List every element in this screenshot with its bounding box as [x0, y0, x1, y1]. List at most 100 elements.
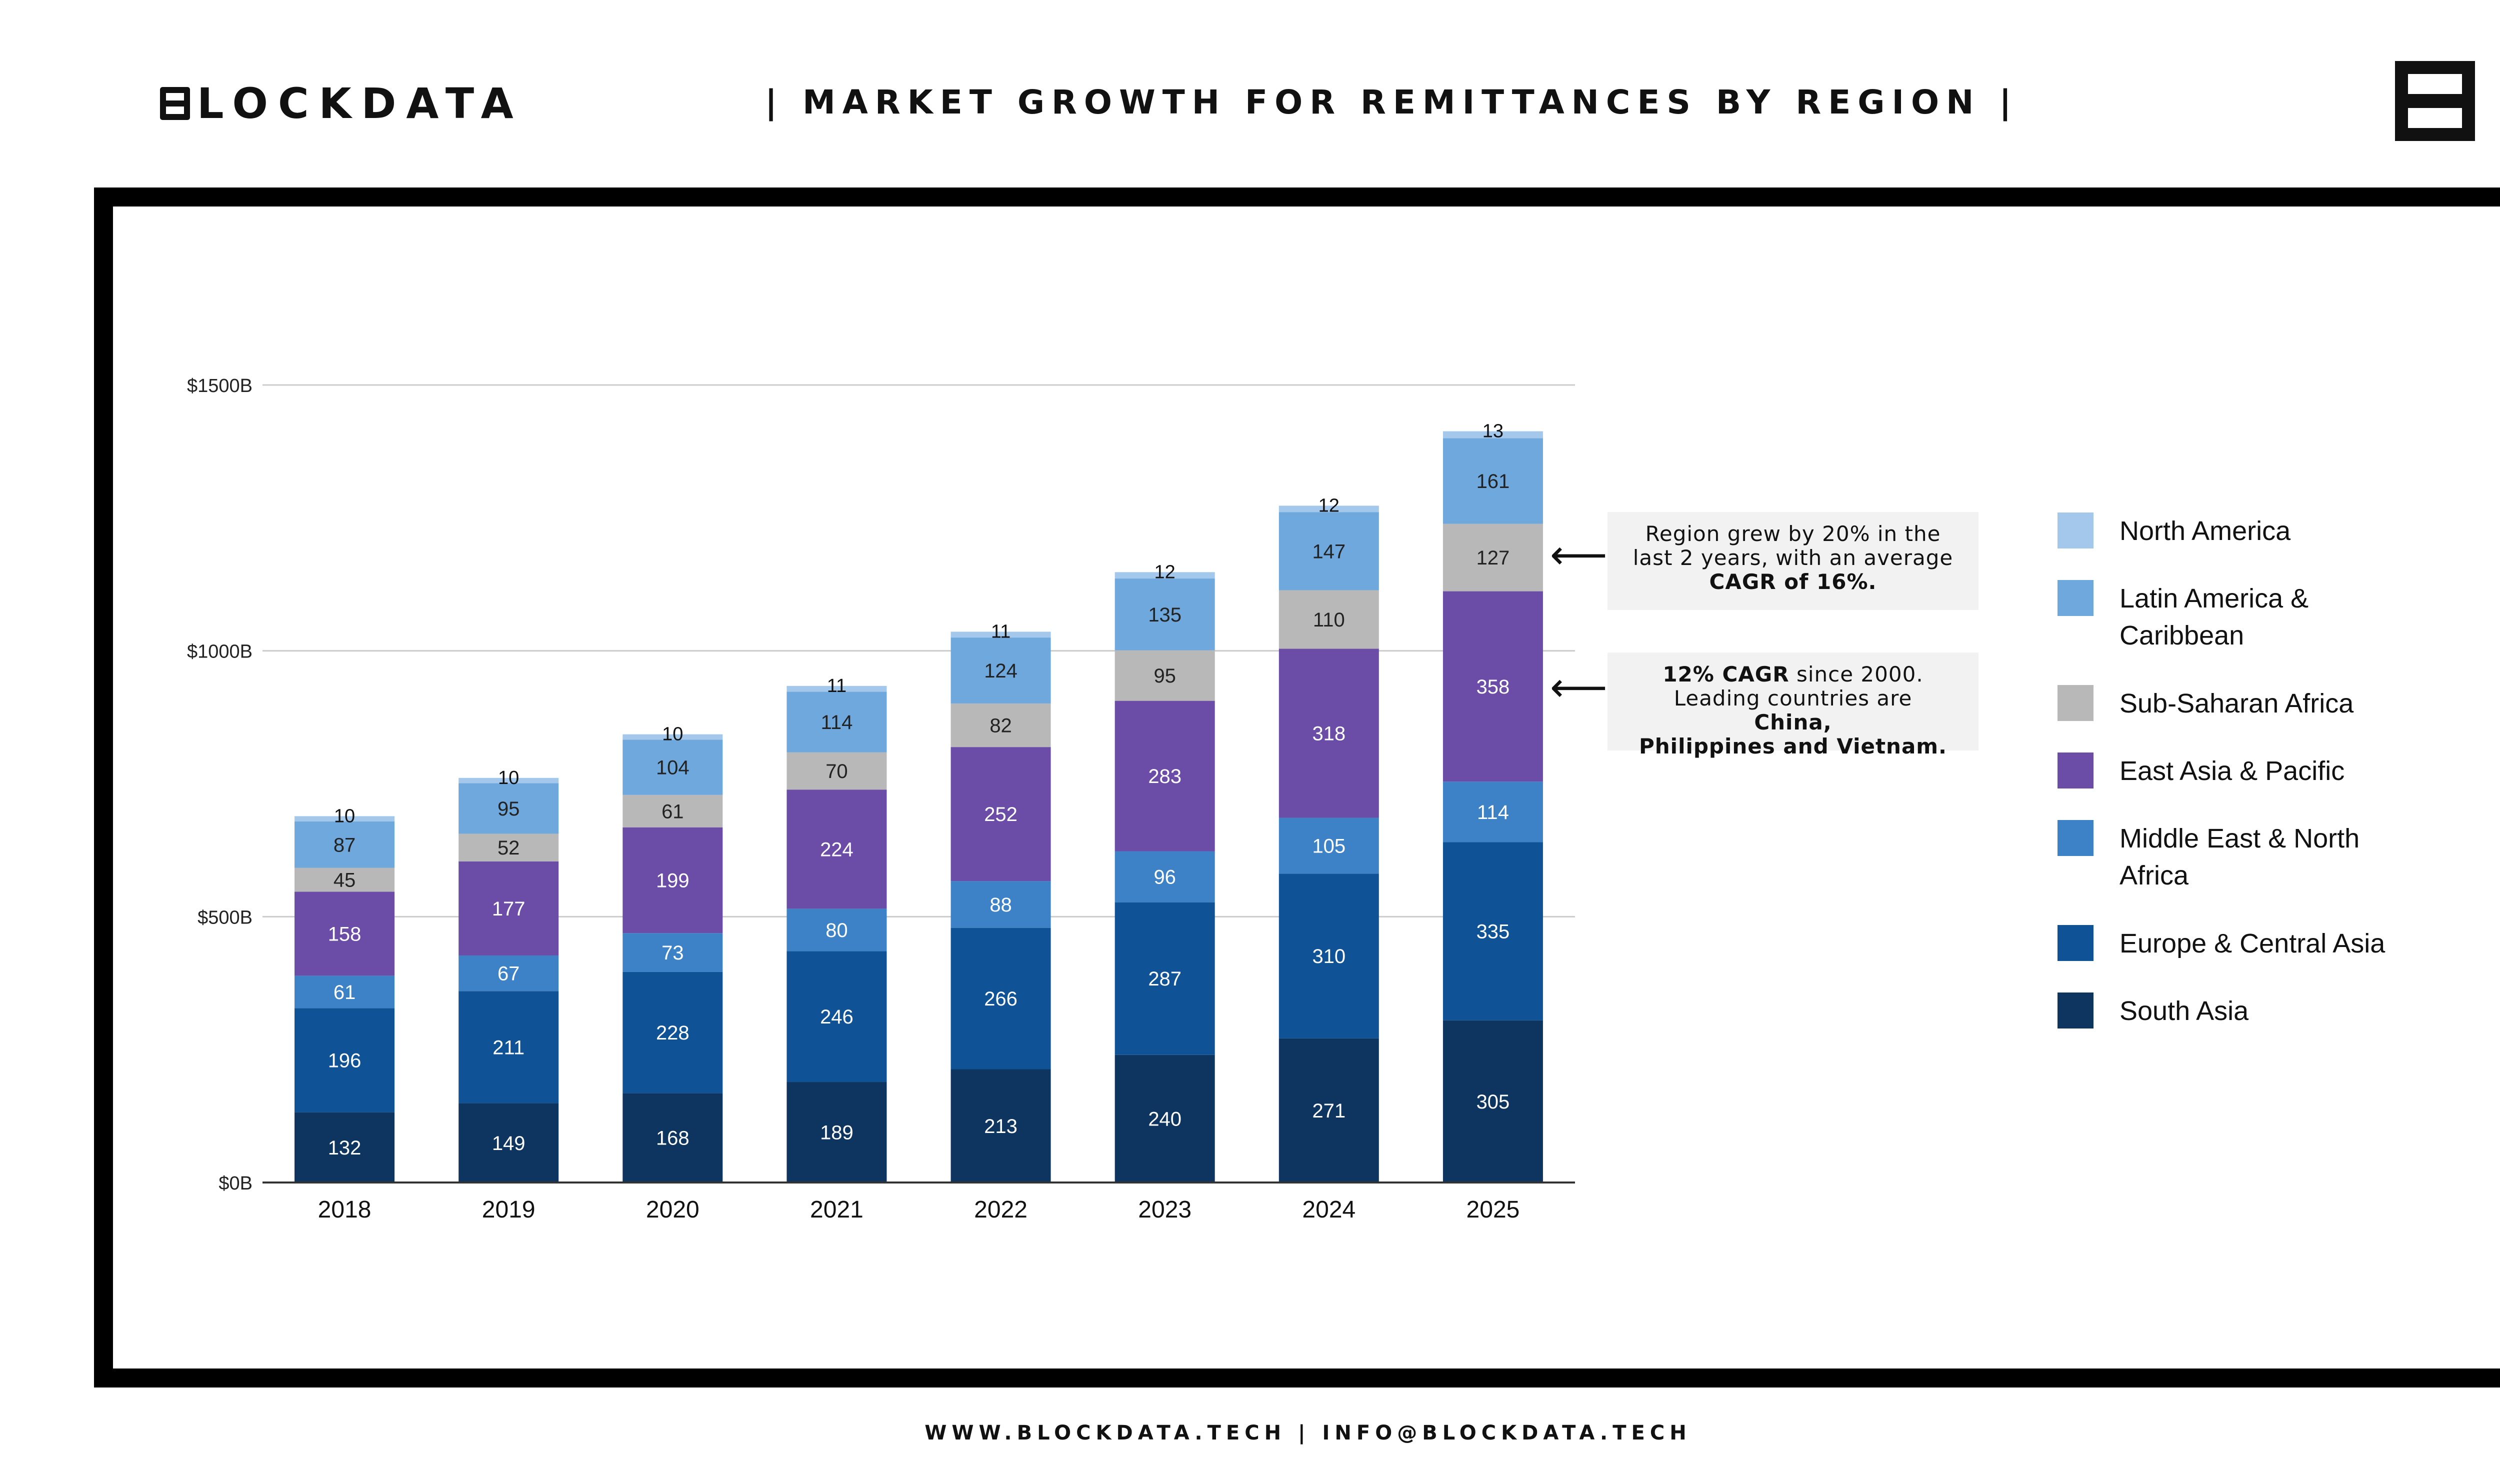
brand-logo[interactable]: LOCKDATA — [160, 82, 524, 124]
data-label: 199 — [656, 870, 690, 892]
bar-segment — [622, 972, 723, 1094]
legend-label: Latin America & Caribbean — [2120, 584, 2309, 650]
data-label: 224 — [820, 838, 854, 860]
data-label: 105 — [1312, 835, 1346, 857]
legend-swatch — [2058, 820, 2094, 856]
data-label: 61 — [662, 800, 684, 822]
data-label: 114 — [1477, 802, 1509, 824]
data-label: 10 — [498, 768, 519, 788]
data-label: 11 — [827, 676, 846, 696]
bar-segment — [786, 692, 887, 752]
bar-segment — [786, 686, 887, 692]
annotation-east-asia: 12% CAGR since 2000. Leading countries ar… — [1608, 652, 1978, 758]
x-tick-label: 2024 — [1302, 1196, 1356, 1223]
bar-segment — [1278, 818, 1379, 874]
legend-swatch — [2058, 992, 2094, 1028]
data-label: 67 — [498, 963, 520, 985]
footer-contact: WWW.BLOCKDATA.TECH | INFO@BLOCKDATA.TECH — [924, 1422, 1692, 1444]
data-label: 177 — [492, 898, 526, 920]
data-label: 147 — [1312, 540, 1346, 562]
y-tick-label: $0B — [218, 1173, 252, 1194]
bar-segment — [458, 783, 559, 834]
blockdata-mark-icon — [2395, 61, 2475, 141]
bar-segment — [950, 703, 1051, 748]
data-label: 196 — [328, 1050, 362, 1072]
y-tick-label: $500B — [198, 907, 252, 928]
data-label: 252 — [984, 804, 1018, 826]
data-label: 87 — [334, 834, 356, 856]
bar-segment — [786, 908, 887, 952]
data-label: 335 — [1476, 921, 1510, 943]
annotation-text: Region grew by 20% in the — [1645, 522, 1941, 546]
bar-segment — [458, 861, 559, 956]
data-label: 168 — [656, 1128, 690, 1150]
legend-item: Middle East & North Africa — [2058, 820, 2418, 894]
data-label: 110 — [1313, 609, 1345, 631]
logo-b-icon — [160, 87, 190, 120]
bar-segment — [294, 816, 395, 822]
bar-segment — [1442, 591, 1543, 782]
bar-segment — [1114, 902, 1215, 1055]
data-label: 124 — [984, 660, 1018, 682]
bar-segment — [786, 1082, 887, 1182]
bar-segment — [950, 1069, 1051, 1182]
annotation-latin-america: Region grew by 20% in the last 2 years, w… — [1608, 512, 1978, 610]
x-tick-label: 2023 — [1138, 1196, 1192, 1223]
bar-segment — [1114, 700, 1215, 852]
annotation-text: 12% CAGR — [1662, 662, 1790, 686]
data-label: 283 — [1148, 766, 1182, 788]
data-label: 10 — [662, 724, 683, 745]
legend-item: Europe & Central Asia — [2058, 925, 2418, 962]
data-label: 12 — [1154, 562, 1176, 582]
data-label: 95 — [498, 798, 520, 820]
bar-segment — [622, 740, 723, 795]
data-label: 228 — [656, 1022, 690, 1044]
bar-segment — [458, 955, 559, 992]
data-label: 158 — [328, 923, 362, 945]
annotation-text: Philippines and Vietnam. — [1638, 734, 1948, 758]
bar-segment — [1278, 1038, 1379, 1182]
annotation-arrow-icon: ⟵ — [1550, 532, 1608, 578]
data-label: 132 — [328, 1137, 362, 1159]
data-label: 88 — [990, 894, 1012, 916]
data-label: 80 — [826, 920, 848, 942]
bar-segment — [786, 790, 887, 909]
x-tick-label: 2025 — [1466, 1196, 1520, 1223]
bar-segment — [294, 1112, 395, 1182]
bar-segment — [1114, 572, 1215, 579]
bar-segment — [950, 747, 1051, 882]
legend-swatch — [2058, 512, 2094, 548]
data-label: 52 — [498, 837, 520, 859]
data-label: 213 — [984, 1116, 1018, 1138]
logo-text: LOCKDATA — [197, 79, 524, 128]
y-tick-label: $1500B — [187, 376, 252, 396]
data-label: 287 — [1148, 968, 1182, 990]
bar-segment — [622, 734, 723, 740]
header: LOCKDATA | MARKET GROWTH FOR REMITTANCES… — [0, 0, 2500, 180]
data-label: 104 — [656, 757, 690, 779]
legend-label: Europe & Central Asia — [2120, 928, 2386, 958]
bar-segment — [1442, 431, 1543, 438]
bar-segment — [1278, 506, 1379, 512]
data-label: 358 — [1476, 676, 1510, 698]
bar-segment — [1442, 782, 1543, 842]
legend-item: Latin America & Caribbean — [2058, 580, 2418, 654]
legend-label: East Asia & Pacific — [2120, 756, 2345, 786]
x-tick-label: 2022 — [974, 1196, 1028, 1223]
bar-segment — [1114, 578, 1215, 650]
data-label: 95 — [1154, 665, 1176, 687]
legend-item: East Asia & Pacific — [2058, 752, 2418, 790]
data-label: 45 — [334, 869, 356, 891]
y-tick-label: $1000B — [187, 642, 252, 662]
data-label: 240 — [1148, 1108, 1182, 1130]
annotation-text: China, — [1754, 710, 1832, 734]
legend-swatch — [2058, 685, 2094, 721]
data-label: 10 — [334, 806, 355, 826]
bar-segment — [1442, 438, 1543, 524]
legend-label: North America — [2120, 516, 2291, 546]
legend-label: Middle East & North Africa — [2120, 824, 2360, 890]
bar-segment — [1442, 842, 1543, 1020]
bar-segment — [786, 752, 887, 790]
data-label: 127 — [1476, 547, 1510, 569]
annotation-text: since 2000. — [1789, 662, 1924, 686]
